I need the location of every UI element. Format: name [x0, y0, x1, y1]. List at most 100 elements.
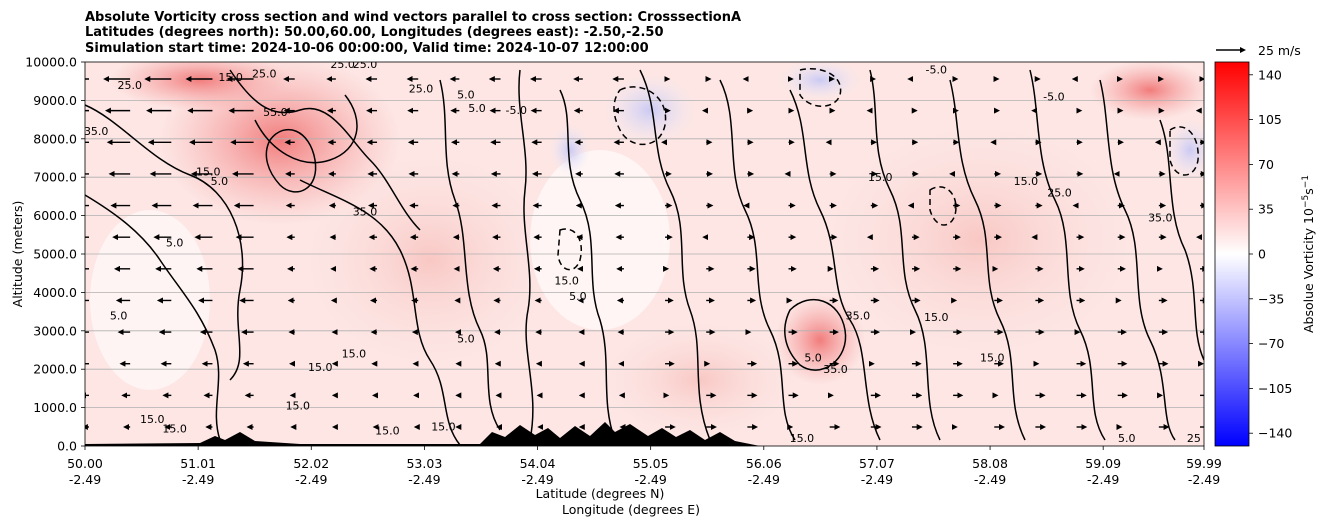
x-tick-label-latitude: 59.99: [1186, 456, 1222, 471]
contour-label: 15.0: [140, 413, 165, 426]
contour-label: 25.0: [353, 58, 378, 71]
y-tick-label: 8000.0: [33, 131, 77, 146]
x-axis-tick-labels: 50.00-2.4951.01-2.4952.02-2.4953.03-2.49…: [67, 456, 1222, 487]
contour-label: 35.0: [353, 206, 378, 219]
colorbar-tick-label: 35: [1258, 202, 1274, 217]
contour-line: [789, 89, 881, 441]
x-tick-label-longitude: -2.49: [861, 472, 893, 487]
field-shading: [90, 62, 1204, 440]
contour-label: 15.0: [868, 171, 893, 184]
contour-label: -5.0: [926, 64, 947, 77]
contour-label: 25.0: [252, 67, 277, 80]
x-tick-label-longitude: -2.49: [295, 472, 327, 487]
vorticity-min-3: [1165, 120, 1204, 180]
quiver-key: 25 m/s: [1216, 43, 1301, 58]
contour-label: 25: [1187, 432, 1201, 445]
colorbar-gradient: [1214, 61, 1250, 447]
contour-label: 5.0: [804, 352, 822, 365]
x-axis-ticks: [84, 446, 1205, 450]
contour-label: -5.0: [506, 104, 527, 117]
x-tick-label-longitude: -2.49: [1188, 472, 1220, 487]
contour-label: 15.0: [924, 311, 949, 324]
contour-label: 15.0: [286, 400, 311, 413]
contour-label: 5.0: [110, 309, 128, 322]
x-tick-label-latitude: 58.08: [972, 456, 1008, 471]
contour-label: 5.0: [166, 236, 184, 249]
x-tick-label-longitude: -2.49: [974, 472, 1006, 487]
x-tick-label-longitude: -2.49: [748, 472, 780, 487]
y-tick-label: 1000.0: [33, 400, 77, 415]
y-axis-tick-labels: 0.0 1000.0 2000.0 3000.0 4000.0 5000.0 6000.0 7…: [25, 55, 77, 454]
contour-line: [1159, 119, 1204, 361]
contour-label: 5.0: [457, 332, 475, 345]
contour-label: 35.0: [1148, 211, 1173, 224]
title-line-3: Simulation start time: 2024-10-06 00:00:…: [85, 41, 649, 56]
contour-line: [719, 79, 796, 441]
y-tick-label: 0.0: [57, 439, 77, 454]
x-tick-label-latitude: 50.00: [67, 456, 103, 471]
y-tick-label: 5000.0: [33, 247, 77, 262]
y-axis-label: Altitude (meters): [10, 201, 25, 308]
colorbar-tick-label: 70: [1258, 157, 1274, 172]
x-tick-label-longitude: -2.49: [521, 472, 553, 487]
colorbar-tick-label: 0: [1258, 247, 1266, 262]
contour-label: 5.0: [569, 290, 587, 303]
contour-label: 35.0: [84, 125, 109, 138]
y-tick-label: 2000.0: [33, 362, 77, 377]
contour-label: 5.0: [457, 88, 475, 101]
colorbar: 140 105 70 35 0 −35 −70 −105 −140 Absolue Vortic…: [1214, 61, 1316, 447]
contour-line: [1029, 69, 1106, 441]
contour-label: 15.0: [308, 361, 333, 374]
contour-label: 5.0: [211, 175, 229, 188]
colorbar-tick-label: 105: [1258, 112, 1282, 127]
vorticity-max-top: [110, 62, 290, 110]
contour-label: 25.0: [409, 83, 434, 96]
contour-line: [518, 69, 534, 441]
colorbar-label-text: Absolue Vorticity 10: [1301, 208, 1316, 333]
vorticity-mid-2: [820, 120, 1140, 360]
vorticity-max-right: [1090, 62, 1204, 120]
x-tick-label-latitude: 52.02: [293, 456, 329, 471]
quiver-key-label: 25 m/s: [1258, 43, 1301, 58]
y-tick-label: 6000.0: [33, 208, 77, 223]
colorbar-tick-label: 140: [1258, 67, 1282, 82]
x-tick-label-longitude: -2.49: [408, 472, 440, 487]
contour-line: [439, 79, 501, 431]
x-tick-label-longitude: -2.49: [634, 472, 666, 487]
contour-line: [559, 89, 616, 441]
vorticity-min-4: [550, 125, 590, 175]
contour-line: [229, 69, 421, 231]
y-axis-ticks: [81, 61, 85, 447]
contour-line: [1099, 79, 1176, 441]
colorbar-ticks: 140 105 70 35 0 −35 −70 −105 −140: [1249, 67, 1292, 441]
contour-line: [869, 69, 941, 441]
contour-label: 15.0: [218, 71, 243, 84]
y-gridlines: [85, 100, 1204, 409]
colorbar-label-unit-exponent: −1: [1301, 175, 1311, 188]
negative-contour-line: [1169, 126, 1199, 176]
plot-area: 25.035.015.0 25.055.025.025.025.0 5.05.0 -5…: [84, 58, 1204, 446]
contour-label: 15.0: [554, 275, 579, 288]
chart-title: Absolute Vorticity cross section and win…: [85, 10, 741, 56]
x-axis-label-latitude: Latitude (degrees N): [536, 486, 665, 501]
x-tick-label-latitude: 56.06: [746, 456, 782, 471]
y-tick-label: 9000.0: [33, 93, 77, 108]
contour-label: 15.0: [196, 165, 221, 178]
negative-contour-line: [799, 68, 842, 107]
vorticity-mid-1: [300, 150, 560, 370]
vorticity-min-1: [605, 75, 695, 145]
colorbar-tick-label: −70: [1258, 336, 1284, 351]
x-tick-label-latitude: 57.07: [859, 456, 895, 471]
colorbar-label-exponent: −5: [1301, 195, 1311, 208]
y-tick-label: 4000.0: [33, 285, 77, 300]
x-tick-label-latitude: 59.09: [1085, 456, 1121, 471]
contour-labels: 25.035.015.0 25.055.025.025.025.0 5.05.0 -5…: [84, 58, 1201, 445]
negative-contour-line: [929, 186, 957, 226]
contour-label: 25.0: [1047, 186, 1072, 199]
contour-line: [639, 69, 711, 441]
colorbar-tick-label: −140: [1258, 426, 1292, 441]
contour-label: -5.0: [1043, 90, 1064, 103]
contour-label: 15.0: [431, 421, 456, 434]
contour-label: 35.0: [823, 363, 848, 376]
colorbar-label: Absolue Vorticity 10−5s−1: [1301, 175, 1316, 333]
